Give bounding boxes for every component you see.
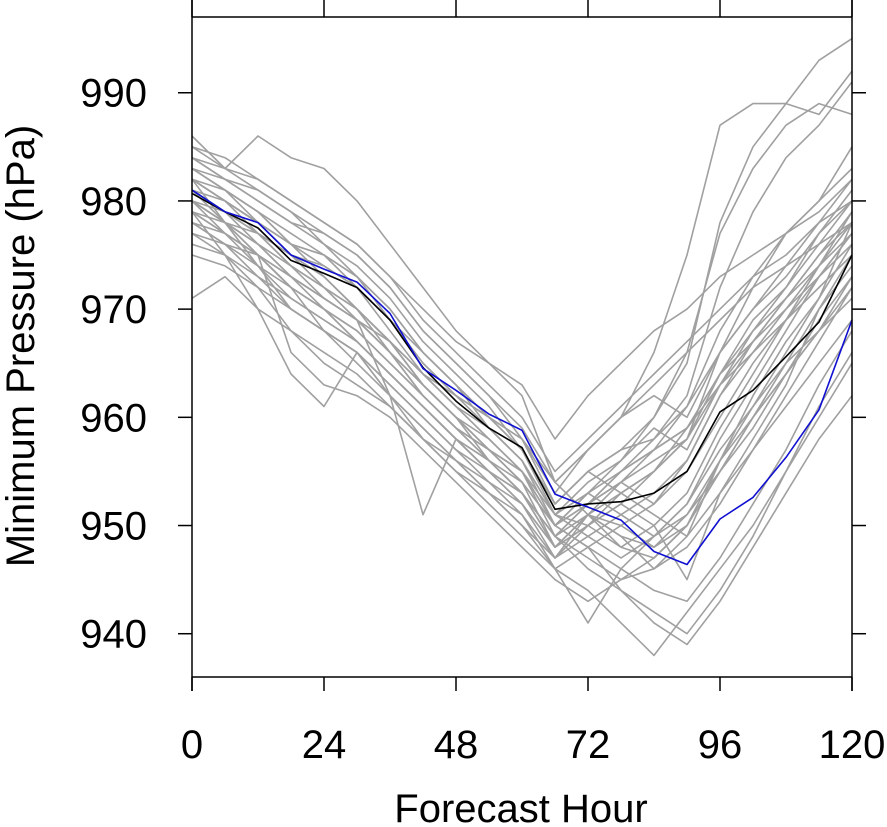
ensemble-line-28 [191, 156, 853, 473]
x-tick-label-24: 24 [302, 723, 347, 767]
y-tick-label-980: 980 [80, 180, 147, 224]
ensemble-line-24 [191, 189, 853, 603]
plot-frame [191, 0, 853, 691]
highlight-line-2 [191, 189, 853, 566]
ensemble-line-1 [191, 37, 853, 505]
x-tick-label-96: 96 [698, 723, 743, 767]
x-tick-label-0: 0 [181, 723, 203, 767]
ensemble-line-16 [191, 157, 853, 538]
y-tick-label-970: 970 [80, 288, 147, 332]
x-tick-labels: 0 24 48 72 96 120 [181, 723, 886, 767]
ensemble-lines [191, 37, 853, 657]
y-tick-label-990: 990 [80, 72, 147, 116]
ensemble-line-23 [191, 211, 853, 570]
ensemble-line-32 [191, 167, 853, 505]
ensemble-line-19 [191, 189, 853, 527]
ensemble-line-27 [191, 178, 853, 559]
y-tick-label-950: 950 [80, 505, 147, 549]
ensemble-line-11 [191, 167, 853, 635]
ensemble-line-22 [191, 167, 853, 484]
ensemble-line-21 [191, 222, 853, 549]
y-tick-label-960: 960 [80, 396, 147, 440]
ensemble-line-33 [191, 221, 853, 484]
x-axis-title: Forecast Hour [394, 787, 647, 827]
x-tick-label-72: 72 [566, 723, 611, 767]
ensemble-line-31 [191, 200, 853, 538]
ensemble-line-5 [191, 146, 853, 549]
ensemble-line-34 [191, 178, 853, 559]
ensemble-line-35 [191, 232, 853, 538]
ensemble-line-6 [191, 135, 853, 549]
x-tick-label-120: 120 [819, 723, 886, 767]
highlight-line-1 [191, 192, 853, 511]
y-tick-labels: 940 950 960 970 980 990 [80, 72, 147, 657]
ensemble-line-14 [191, 200, 853, 657]
y-tick-label-940: 940 [80, 613, 147, 657]
highlight-lines [191, 189, 853, 566]
axis-ticks [178, 0, 866, 691]
ensemble-line-36 [191, 146, 853, 440]
ensemble-line-13 [191, 178, 853, 581]
y-axis-title: Minimum Pressure (hPa) [0, 125, 43, 567]
x-tick-label-48: 48 [434, 723, 479, 767]
